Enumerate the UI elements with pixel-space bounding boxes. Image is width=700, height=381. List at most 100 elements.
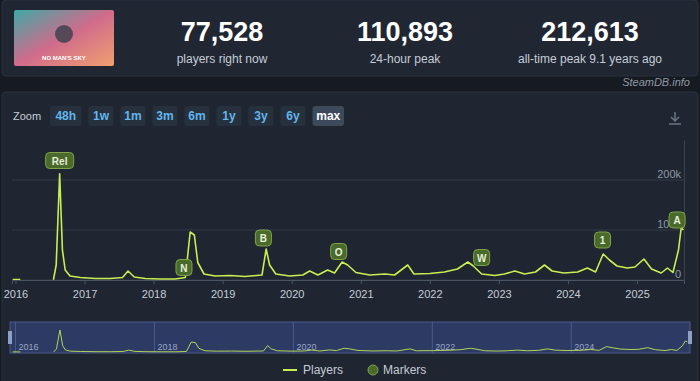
navigator-axis: 20162018202020222024 bbox=[15, 322, 594, 353]
chart-panel bbox=[2, 92, 698, 381]
marker-badge[interactable] bbox=[255, 230, 271, 246]
navigator-line bbox=[13, 330, 688, 352]
legend: PlayersMarkers bbox=[283, 363, 426, 377]
zoom-button[interactable]: 1y bbox=[217, 106, 242, 126]
x-tick-label: 2016 bbox=[4, 288, 28, 300]
zoom-button-bg[interactable] bbox=[185, 106, 210, 126]
zoom-button[interactable]: 3y bbox=[249, 106, 274, 126]
navigator-tick bbox=[432, 322, 433, 353]
x-tick-label: 2024 bbox=[556, 288, 580, 300]
marker-badge[interactable] bbox=[595, 232, 611, 248]
y-tick-label: 200k bbox=[657, 168, 681, 180]
x-tick: 2018 bbox=[142, 280, 166, 300]
navigator-plot bbox=[13, 330, 688, 352]
zoom-button-bg[interactable] bbox=[50, 106, 82, 126]
navigator-handle-left[interactable] bbox=[8, 331, 12, 344]
x-tick-mark bbox=[15, 280, 16, 284]
source: SteamDB.info bbox=[622, 76, 690, 88]
stat-value: 212,613 bbox=[541, 17, 639, 47]
legend-swatch bbox=[283, 369, 297, 371]
stat-label: players right now bbox=[177, 52, 268, 66]
thumbnail-figure bbox=[55, 25, 73, 43]
marker-badge[interactable] bbox=[474, 250, 490, 266]
x-tick: 2024 bbox=[556, 280, 580, 300]
x-tick: 2021 bbox=[349, 280, 373, 300]
zoom-button[interactable]: 6y bbox=[281, 106, 306, 126]
zoom-button-bg[interactable] bbox=[313, 106, 345, 126]
zoom-button-label[interactable]: 6y bbox=[286, 109, 300, 123]
grid-line bbox=[12, 180, 684, 181]
download-icon[interactable] bbox=[669, 112, 681, 124]
marker[interactable]: Rel bbox=[46, 153, 74, 169]
page: NO MAN'S SKY77,528players right now110,8… bbox=[0, 0, 700, 381]
x-tick: 2025 bbox=[625, 280, 649, 300]
marker[interactable]: 1 bbox=[595, 232, 611, 248]
x-tick: 2017 bbox=[73, 280, 97, 300]
navigator-handle-right[interactable] bbox=[688, 331, 692, 344]
marker-label[interactable]: O bbox=[335, 247, 343, 258]
navigator-tick-label: 2016 bbox=[18, 342, 38, 352]
marker-label[interactable]: 1 bbox=[600, 235, 606, 246]
marker-badge[interactable] bbox=[669, 212, 685, 228]
zoom-button-label[interactable]: 48h bbox=[55, 109, 76, 123]
zoom-button-label[interactable]: 3m bbox=[156, 109, 173, 123]
zoom-button[interactable]: 48h bbox=[50, 106, 82, 126]
zoom-button-label[interactable]: 1m bbox=[124, 109, 141, 123]
zoom-button-bg[interactable] bbox=[89, 106, 114, 126]
navigator-bg bbox=[10, 322, 690, 353]
y-axis: 0100k200k bbox=[657, 141, 684, 281]
zoom-button[interactable]: 1w bbox=[89, 106, 114, 126]
zoom-button-label[interactable]: max bbox=[316, 109, 340, 123]
marker-label[interactable]: A bbox=[673, 215, 680, 226]
zoom-button-bg[interactable] bbox=[217, 106, 242, 126]
zoom-label: Zoom bbox=[13, 110, 41, 122]
marker[interactable]: B bbox=[255, 230, 271, 246]
x-tick-label: 2019 bbox=[211, 288, 235, 300]
stat-label: all-time peak 9.1 years ago bbox=[518, 52, 662, 66]
zoom-button[interactable]: 6m bbox=[185, 106, 210, 126]
x-axis-line bbox=[13, 281, 685, 285]
y-tick: 200k bbox=[657, 168, 684, 181]
zoom-button[interactable]: max bbox=[313, 106, 345, 126]
zoom-button-label[interactable]: 6m bbox=[188, 109, 205, 123]
stat-value: 77,528 bbox=[181, 17, 264, 47]
zoom-button-label[interactable]: 3y bbox=[254, 109, 268, 123]
marker[interactable]: W bbox=[474, 250, 490, 266]
marker-badge[interactable] bbox=[176, 260, 192, 276]
x-tick-mark bbox=[292, 280, 293, 284]
marker-label[interactable]: N bbox=[180, 263, 187, 274]
zoom-button-bg[interactable] bbox=[281, 106, 306, 126]
legend-label: Markers bbox=[383, 363, 426, 377]
marker[interactable]: A bbox=[669, 212, 685, 228]
navigator-tick-label: 2018 bbox=[157, 342, 177, 352]
zoom-button-label[interactable]: 1w bbox=[93, 109, 110, 123]
y-tick: 0 bbox=[675, 268, 684, 281]
x-tick-mark bbox=[430, 280, 431, 284]
x-tick: 2019 bbox=[211, 280, 235, 300]
x-tick-mark bbox=[361, 280, 362, 284]
zoom-button-bg[interactable] bbox=[121, 106, 146, 126]
y-axis-line bbox=[684, 141, 685, 281]
x-tick-mark bbox=[499, 280, 500, 284]
marker-badge[interactable] bbox=[46, 153, 74, 169]
x-tick-label: 2025 bbox=[625, 288, 649, 300]
x-tick: 2022 bbox=[418, 280, 442, 300]
stat-label: 24-hour peak bbox=[370, 52, 442, 66]
marker-badge[interactable] bbox=[331, 244, 347, 260]
markers: Rel N B O W 1 A bbox=[46, 153, 685, 276]
download-arrow[interactable] bbox=[669, 112, 681, 124]
navigator-tick bbox=[293, 322, 294, 353]
marker-label[interactable]: B bbox=[260, 233, 267, 244]
zoom-button[interactable]: 3m bbox=[153, 106, 178, 126]
header-panel bbox=[2, 0, 698, 76]
zoom-button-bg[interactable] bbox=[153, 106, 178, 126]
zoom-button[interactable]: 1m bbox=[121, 106, 146, 126]
marker-label[interactable]: Rel bbox=[52, 156, 68, 167]
x-tick-mark bbox=[637, 280, 638, 284]
navigator-tick bbox=[154, 322, 155, 353]
zoom-button-bg[interactable] bbox=[249, 106, 274, 126]
marker-label[interactable]: W bbox=[477, 253, 487, 264]
zoom-button-label[interactable]: 1y bbox=[222, 109, 236, 123]
marker[interactable]: O bbox=[331, 244, 347, 260]
marker[interactable]: N bbox=[176, 260, 192, 276]
